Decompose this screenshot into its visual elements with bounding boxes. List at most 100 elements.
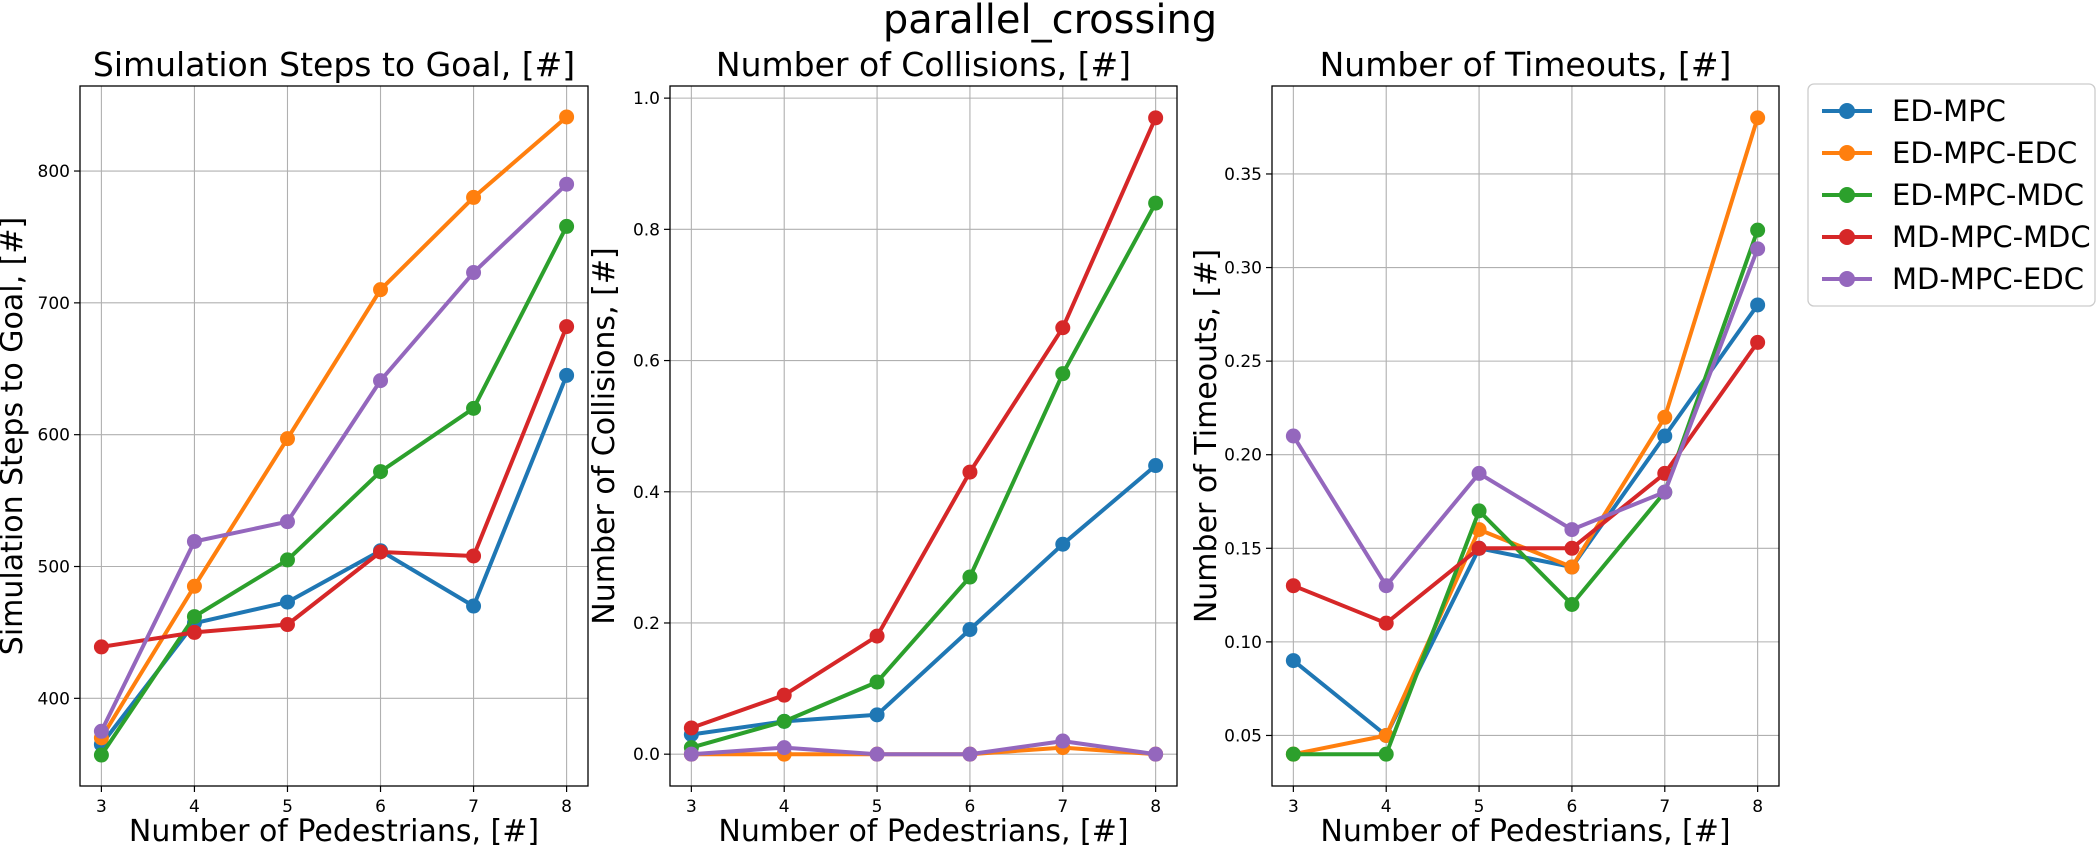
y-tick-label: 0.05	[1224, 726, 1262, 746]
data-point-ed-mpc-mdc	[962, 569, 978, 585]
legend-label: ED-MPC-EDC	[1892, 136, 2077, 170]
data-point-md-mpc-edc	[1378, 578, 1394, 594]
data-point-ed-mpc-edc	[1657, 409, 1673, 425]
series-ed-mpc-mdc	[93, 218, 575, 763]
data-point-ed-mpc-mdc	[93, 747, 109, 763]
data-point-ed-mpc-edc	[373, 282, 389, 298]
chart-panel-1: 3 4 5 6 7 8 400 500 600 700 800 Simulation Steps to…	[0, 45, 589, 849]
data-point-ed-mpc-edc	[559, 109, 575, 125]
series-ed-mpc-mdc	[1285, 222, 1766, 762]
panel-title: Number of Collisions, [#]	[716, 45, 1131, 84]
data-point-ed-mpc-edc	[1564, 559, 1580, 575]
data-point-md-mpc-edc	[186, 533, 202, 549]
data-point-md-mpc-mdc	[559, 319, 575, 335]
series-line-md-mpc-edc	[689, 739, 1158, 757]
data-point-md-mpc-mdc	[683, 720, 699, 736]
y-tick-label: 800	[38, 162, 70, 182]
data-point-ed-mpc	[869, 707, 885, 723]
data-point-md-mpc-edc	[1285, 428, 1301, 444]
legend-swatch-marker	[1839, 145, 1855, 161]
series-ed-mpc	[683, 458, 1164, 743]
series-ed-mpc	[93, 367, 575, 752]
data-point-md-mpc-edc	[962, 746, 978, 762]
series-line-ed-mpc-mdc	[689, 201, 1158, 750]
data-point-md-mpc-mdc	[1148, 110, 1164, 126]
data-point-ed-mpc-edc	[279, 431, 295, 447]
data-point-md-mpc-edc	[466, 265, 482, 281]
legend-entry-ed-mpc-mdc: ED-MPC-MDC	[1822, 178, 2084, 212]
data-point-md-mpc-mdc	[1750, 334, 1766, 350]
y-tick-label: 500	[38, 558, 70, 578]
y-tick-label: 0.8	[633, 220, 660, 240]
data-point-ed-mpc-mdc	[1750, 222, 1766, 238]
data-point-md-mpc-mdc	[279, 617, 295, 633]
series-line-md-mpc-mdc	[689, 115, 1158, 730]
data-point-ed-mpc	[1657, 428, 1673, 444]
data-point-ed-mpc-mdc	[776, 713, 792, 729]
grid	[1272, 86, 1779, 786]
y-tick-label: 0.15	[1224, 539, 1262, 559]
series-line-ed-mpc	[1291, 303, 1760, 738]
grid	[80, 86, 588, 786]
data-point-md-mpc-edc	[373, 373, 389, 389]
data-point-ed-mpc	[466, 598, 482, 614]
x-tick-label: 4	[1381, 797, 1392, 817]
x-axis-label: Number of Pedestrians, [#]	[129, 814, 539, 849]
panel-title: Number of Timeouts, [#]	[1320, 45, 1732, 84]
legend-entry-ed-mpc: ED-MPC	[1822, 94, 2006, 128]
legend-label: MD-MPC-EDC	[1892, 262, 2084, 296]
axes-frame	[669, 85, 1178, 787]
y-tick-label: 0.20	[1224, 446, 1262, 466]
chart-panel-3: 3 4 5 6 7 8 0.05 0.10 0.15 0.20 0.25 0.30 0.35 Number…	[1189, 45, 1780, 849]
data-point-ed-mpc-mdc	[869, 674, 885, 690]
series-line-ed-mpc-edc	[99, 115, 569, 740]
y-tick-label: 0.2	[633, 614, 660, 634]
legend-swatch-marker	[1839, 271, 1855, 287]
data-point-ed-mpc-mdc	[466, 400, 482, 416]
data-point-md-mpc-mdc	[373, 544, 389, 560]
data-point-md-mpc-edc	[93, 723, 109, 739]
y-tick-label: 0.4	[633, 483, 660, 503]
data-point-md-mpc-edc	[1471, 465, 1487, 481]
data-point-ed-mpc-mdc	[279, 552, 295, 568]
series-md-mpc-mdc	[683, 110, 1164, 736]
x-tick-label: 6	[375, 797, 386, 817]
legend-label: ED-MPC-MDC	[1892, 178, 2084, 212]
x-tick-label: 7	[468, 797, 479, 817]
data-point-md-mpc-mdc	[93, 639, 109, 655]
data-point-md-mpc-edc	[869, 746, 885, 762]
legend-entry-md-mpc-mdc: MD-MPC-MDC	[1822, 220, 2091, 254]
data-point-ed-mpc	[1285, 653, 1301, 669]
data-point-ed-mpc-edc	[466, 189, 482, 205]
data-point-ed-mpc-mdc	[559, 218, 575, 234]
data-point-ed-mpc-mdc	[1285, 746, 1301, 762]
series-md-mpc-mdc	[1285, 334, 1766, 631]
data-point-md-mpc-mdc	[466, 548, 482, 564]
data-point-ed-mpc	[1148, 458, 1164, 474]
data-point-ed-mpc-mdc	[1378, 746, 1394, 762]
data-point-ed-mpc-mdc	[373, 464, 389, 480]
legend-swatch-marker	[1839, 103, 1855, 119]
series-md-mpc-edc	[1285, 241, 1766, 594]
series-line-md-mpc-edc	[99, 182, 569, 734]
data-point-ed-mpc	[559, 367, 575, 383]
x-tick-label: 7	[1057, 797, 1068, 817]
series-md-mpc-edc	[93, 176, 575, 739]
data-point-md-mpc-mdc	[962, 464, 978, 480]
y-tick-label: 700	[38, 294, 70, 314]
x-tick-label: 5	[282, 797, 293, 817]
series-line-ed-mpc-mdc	[1291, 228, 1760, 757]
panel-title: Simulation Steps to Goal, [#]	[93, 45, 575, 84]
axes-frame	[1271, 85, 1780, 787]
x-tick-label: 8	[1150, 797, 1161, 817]
x-axis-label: Number of Pedestrians, [#]	[718, 814, 1128, 849]
y-tick-label: 400	[38, 689, 70, 709]
data-point-md-mpc-edc	[1564, 522, 1580, 538]
y-tick-label: 0.30	[1224, 259, 1262, 279]
legend-swatch-marker	[1839, 229, 1855, 245]
legend-entry-md-mpc-edc: MD-MPC-EDC	[1822, 262, 2084, 296]
y-tick-label: 0.25	[1224, 352, 1262, 372]
data-point-md-mpc-edc	[1750, 241, 1766, 257]
y-tick-label: 1.0	[633, 89, 660, 109]
